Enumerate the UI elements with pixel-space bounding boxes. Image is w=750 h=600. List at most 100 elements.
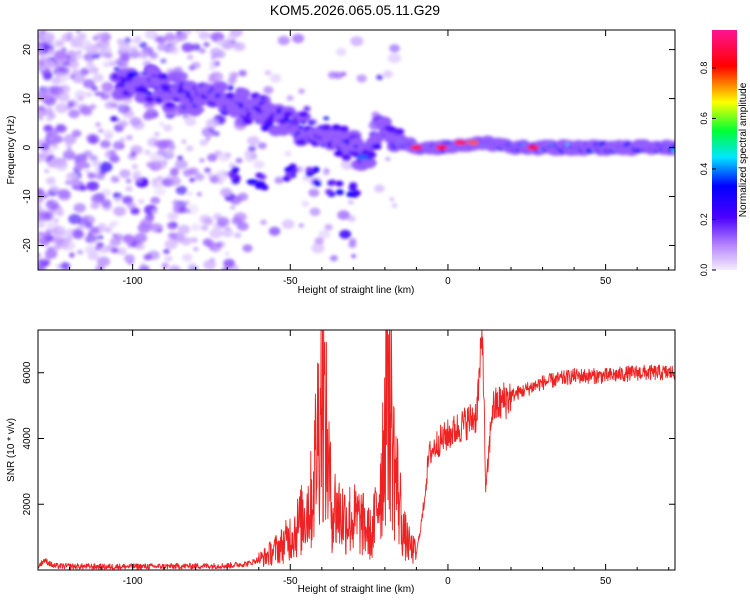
noise-blob	[206, 172, 214, 179]
noise-blob	[167, 212, 179, 221]
noise-blob	[167, 221, 178, 230]
noise-blob	[96, 256, 111, 267]
noise-blob	[108, 60, 117, 67]
noise-blob	[347, 215, 356, 222]
noise-blob	[210, 178, 216, 184]
noise-blob	[180, 35, 186, 40]
hot-spot	[126, 71, 139, 77]
noise-blob	[156, 36, 167, 44]
ridge-blob	[113, 67, 120, 71]
noise-blob	[350, 36, 364, 47]
branch-blob	[335, 180, 344, 187]
noise-blob	[62, 150, 76, 160]
noise-blob	[157, 228, 163, 233]
noise-blob	[205, 118, 219, 129]
noise-blob	[54, 237, 64, 246]
noise-blob	[204, 167, 211, 173]
branch-blob	[305, 166, 314, 173]
colorbar-tick-label: 0.0	[699, 264, 709, 277]
noise-blob	[65, 228, 75, 237]
noise-blob	[54, 50, 67, 60]
noise-blob	[119, 144, 125, 150]
branch-blob	[231, 166, 240, 173]
noise-blob	[48, 138, 59, 147]
ridge-blob	[321, 124, 332, 131]
noise-blob	[98, 128, 104, 133]
colorbar-tick-label: 0.6	[699, 112, 709, 125]
noise-blob	[91, 85, 98, 91]
noise-blob	[85, 169, 90, 174]
branch-blob	[255, 172, 264, 179]
noise-blob	[105, 48, 112, 54]
noise-blob	[157, 43, 168, 52]
noise-blob	[69, 252, 75, 257]
noise-blob	[40, 142, 51, 150]
noise-blob	[181, 139, 187, 144]
noise-blob	[277, 35, 290, 46]
spectrogram-ridge	[109, 65, 675, 185]
noise-blob	[292, 33, 305, 44]
noise-blob	[215, 75, 222, 81]
noise-blob	[38, 220, 46, 229]
noise-blob	[199, 214, 212, 224]
ridge-blob	[333, 124, 340, 129]
noise-blob	[151, 209, 158, 214]
noise-blob	[55, 124, 67, 133]
x-tick-label: 0	[445, 276, 451, 287]
noise-blob	[99, 161, 113, 173]
noise-blob	[76, 50, 82, 55]
x-tick-label: -50	[283, 276, 298, 287]
ridge-blob	[394, 128, 405, 135]
noise-blob	[137, 222, 152, 234]
noise-blob	[281, 219, 295, 230]
noise-blob	[94, 91, 101, 97]
noise-blob	[68, 109, 80, 119]
noise-blob	[137, 199, 145, 204]
ridge-blob	[235, 88, 251, 100]
noise-blob	[388, 53, 402, 64]
noise-blob	[80, 185, 87, 191]
noise-blob	[336, 48, 347, 56]
noise-blob	[104, 52, 113, 59]
noise-blob	[65, 180, 72, 185]
noise-blob	[97, 223, 107, 230]
spectrogram-frame	[37, 29, 676, 271]
noise-blob	[302, 175, 310, 182]
noise-blob	[38, 206, 42, 211]
noise-blob	[51, 200, 58, 205]
ridge-blob	[146, 91, 153, 96]
noise-blob	[42, 194, 48, 199]
noise-blob	[54, 39, 65, 48]
noise-blob	[260, 219, 267, 225]
colorbar-tick-label: 0.4	[699, 163, 709, 176]
noise-blob	[130, 145, 143, 155]
branch-blob	[325, 188, 334, 195]
noise-blob	[42, 32, 55, 42]
noise-blob	[38, 264, 47, 270]
noise-blob	[298, 88, 305, 94]
noise-blob	[126, 134, 133, 141]
ridge-blob	[323, 116, 330, 121]
branch-blob	[257, 180, 266, 187]
noise-blob	[174, 66, 183, 74]
noise-blob	[92, 160, 102, 168]
noise-blob	[224, 252, 230, 256]
x-tick-label: 0	[445, 576, 451, 587]
noise-blob	[264, 70, 272, 76]
noise-blob	[214, 49, 222, 55]
noise-blob	[152, 183, 158, 188]
x-tick-label: 50	[600, 276, 612, 287]
noise-blob	[154, 186, 166, 196]
noise-blob	[337, 210, 350, 220]
noise-blob	[101, 81, 114, 92]
ridge-blob	[671, 148, 675, 153]
noise-blob	[38, 188, 45, 198]
ridge-blob	[144, 95, 155, 103]
noise-blob	[208, 245, 216, 251]
colorbar-tick-label: 0.2	[699, 213, 709, 226]
noise-blob	[65, 142, 72, 148]
x-tick-label: -50	[283, 576, 298, 587]
noise-blob	[66, 146, 72, 151]
noise-blob	[178, 206, 188, 214]
colorbar-gradient	[712, 30, 737, 270]
